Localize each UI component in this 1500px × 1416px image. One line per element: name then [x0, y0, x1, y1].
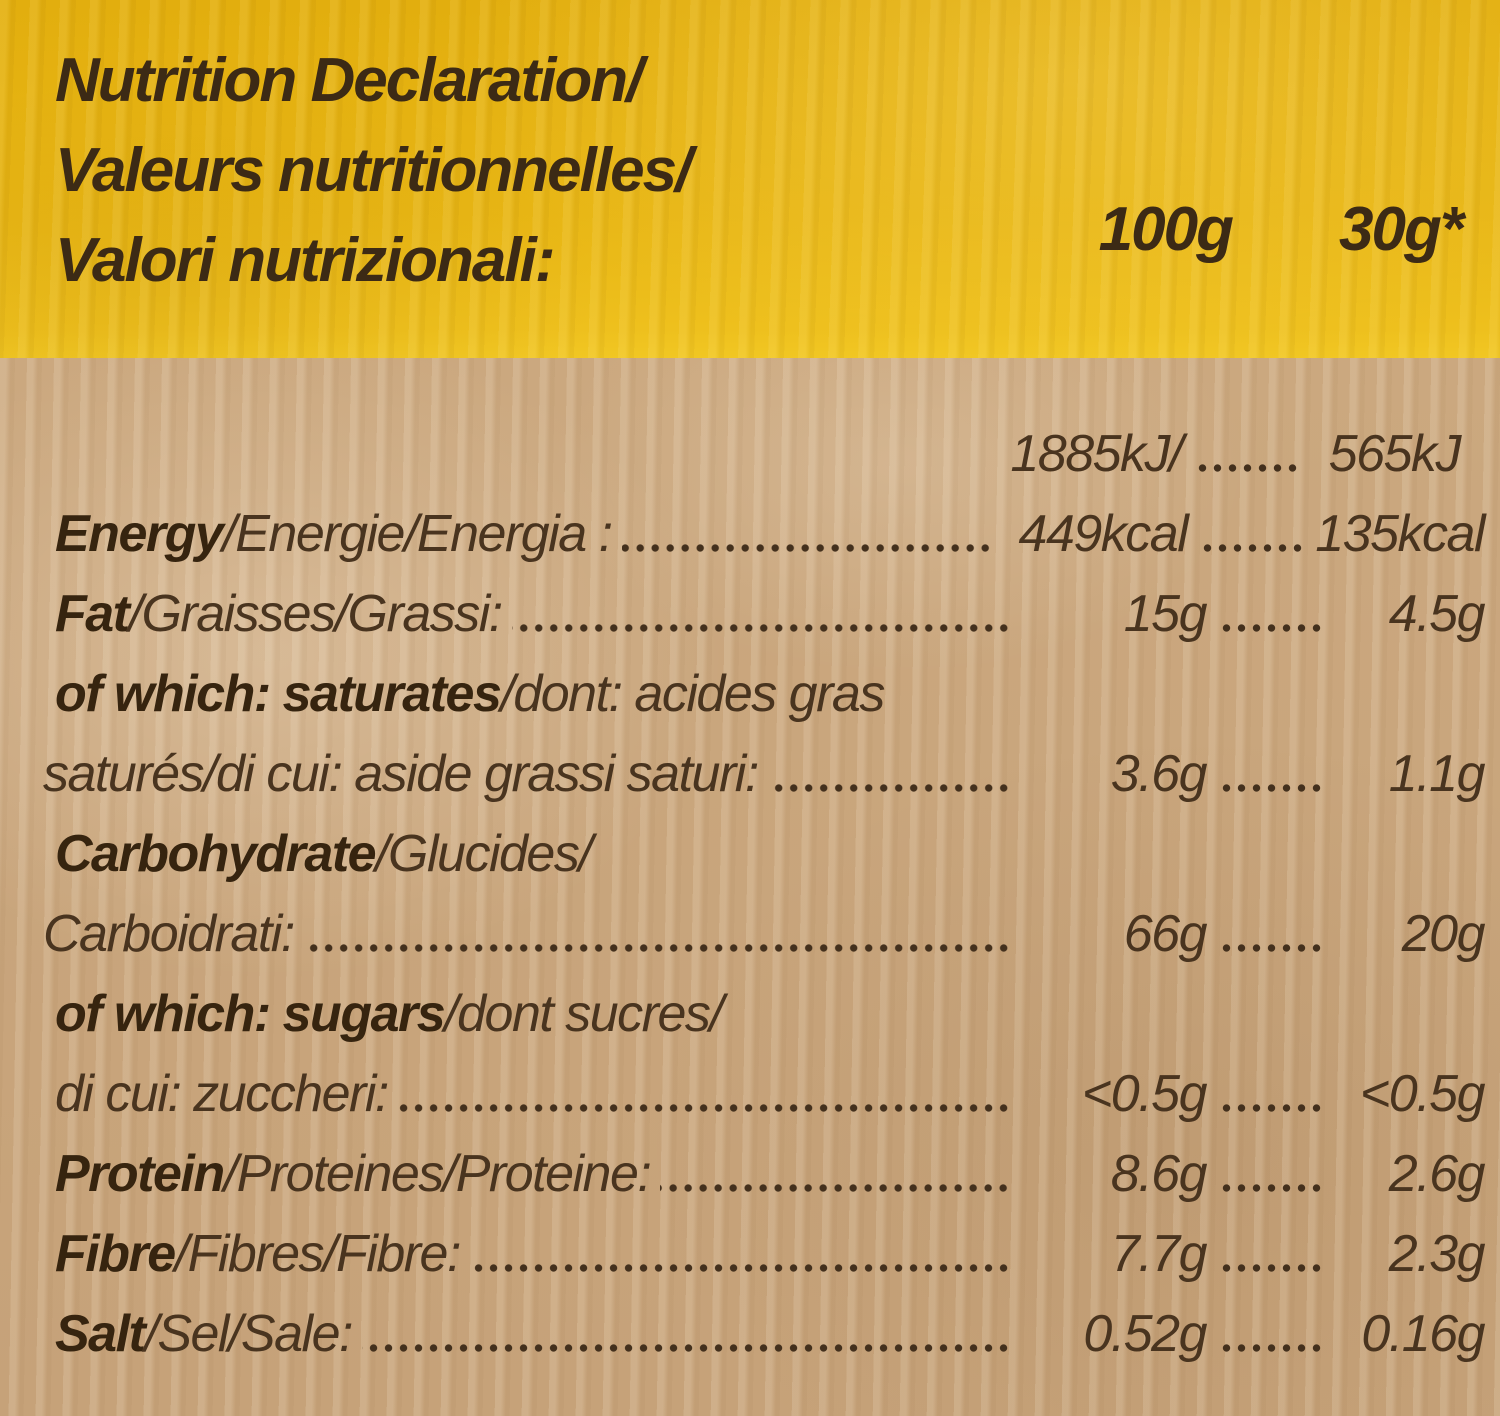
value-per-30g: 565kJ	[1328, 425, 1462, 484]
dot-leader	[767, 782, 1011, 794]
row-label: Fibre/Fibres/Fibre:	[55, 1225, 462, 1284]
row-label: of which: saturates/dont: acides gras	[55, 665, 885, 724]
row-sugars-line1: of which: sugars/dont sucres/	[55, 962, 1484, 1042]
row-energy-kcal: Energy/Energie/Energia : 449kcal 135kcal	[55, 482, 1485, 564]
label-title: Nutrition Declaration/ Valeurs nutrition…	[55, 36, 692, 306]
row-label-bold: Fat	[55, 585, 130, 644]
column-header-per-100g: 100g	[1098, 195, 1234, 264]
row-label-rest: /dont sucres/	[444, 985, 724, 1044]
row-protein: Protein/Proteines/Proteine: 8.6g 2.6g	[55, 1122, 1486, 1204]
row-label: Fat/Graisses/Grassi:	[55, 585, 504, 644]
row-label-bold: Energy	[55, 505, 224, 564]
row-label: Carboidrati:	[43, 905, 295, 964]
row-label: Salt/Sel/Sale:	[55, 1305, 353, 1364]
value-per-30g: 2.3g	[1388, 1225, 1486, 1284]
row-label-rest: /dont: acides gras	[500, 665, 885, 724]
dot-leader	[1192, 462, 1300, 474]
row-label-rest: /Energie/Energia :	[222, 505, 613, 564]
dot-leader	[397, 1102, 1011, 1114]
header-band: Nutrition Declaration/ Valeurs nutrition…	[0, 0, 1500, 358]
row-label-rest: Carboidrati:	[43, 905, 295, 964]
row-carbohydrate-line2: Carboidrati: 66g 20g	[43, 882, 1486, 964]
row-label-rest: di cui: zuccheri:	[55, 1065, 389, 1124]
dot-leader	[1216, 782, 1324, 794]
row-label-bold: of which: sugars	[55, 985, 446, 1044]
value-per-100g: <0.5g	[1081, 1065, 1208, 1124]
row-label: di cui: zuccheri:	[55, 1065, 389, 1124]
value-per-100g: 1885kJ/	[1010, 425, 1183, 484]
value-per-30g: <0.5g	[1359, 1065, 1486, 1124]
row-label-rest: /Fibres/Fibre:	[174, 1225, 462, 1284]
row-label-rest: /Glucides/	[375, 825, 593, 884]
value-per-100g: 7.7g	[1110, 1225, 1208, 1284]
row-label: of which: sugars/dont sucres/	[55, 985, 724, 1044]
value-per-100g: 66g	[1123, 905, 1208, 964]
dot-leader	[621, 542, 993, 554]
value-per-100g: 449kcal	[1018, 505, 1189, 564]
dot-leader	[1216, 1102, 1324, 1114]
row-label-bold: Carbohydrate	[55, 825, 377, 884]
row-label-bold: Protein	[55, 1145, 225, 1204]
dot-leader	[1216, 622, 1324, 634]
dot-leader	[511, 622, 1011, 634]
nutrition-table: 1885kJ/ 565kJ Energy/Energie/Energia : 4…	[0, 358, 1500, 1416]
dot-leader	[1216, 1182, 1324, 1194]
dot-leader	[1197, 542, 1306, 554]
title-line-french: Valeurs nutritionnelles/	[55, 135, 692, 205]
row-label-bold: Fibre	[55, 1225, 176, 1284]
row-saturates-line2: saturés/di cui: aside grassi saturi: 3.6…	[43, 722, 1486, 804]
title-line-english: Nutrition Declaration/	[55, 46, 643, 115]
row-fat: Fat/Graisses/Grassi: 15g 4.5g	[55, 562, 1486, 644]
dot-leader	[361, 1342, 1011, 1354]
dot-leader	[1216, 942, 1324, 954]
row-label-rest: /Proteines/Proteine:	[223, 1145, 652, 1204]
row-salt: Salt/Sel/Sale: 0.52g 0.16g	[55, 1282, 1486, 1364]
dot-leader	[303, 942, 1011, 954]
row-saturates-line1: of which: saturates/dont: acides gras	[55, 642, 1484, 722]
value-per-30g: 4.5g	[1388, 585, 1486, 644]
row-fibre: Fibre/Fibres/Fibre: 7.7g 2.3g	[55, 1202, 1486, 1284]
row-label-bold: of which: saturates	[55, 665, 502, 724]
column-header-per-30g: 30g*	[1339, 195, 1464, 264]
title-line-italian: Valori nutrizionali:	[55, 225, 556, 295]
row-label-rest: /Sel/Sale:	[144, 1305, 353, 1364]
row-energy-kj: 1885kJ/ 565kJ	[55, 402, 1484, 482]
row-sugars-line2: di cui: zuccheri: <0.5g <0.5g	[55, 1042, 1486, 1124]
row-label: Carbohydrate/Glucides/	[55, 825, 593, 884]
row-label: Energy/Energie/Energia :	[55, 505, 613, 564]
value-per-100g: 3.6g	[1110, 745, 1208, 804]
dot-leader	[469, 1262, 1011, 1274]
value-per-30g: 135kcal	[1315, 505, 1485, 564]
row-label-rest: saturés/di cui: aside grassi saturi:	[43, 745, 759, 804]
row-label-bold: Salt	[55, 1305, 146, 1364]
value-per-30g: 1.1g	[1388, 745, 1486, 804]
row-label-rest: /Graisses/Grassi:	[128, 585, 504, 644]
dot-leader	[660, 1182, 1011, 1194]
value-per-100g: 15g	[1123, 585, 1208, 644]
dot-leader	[1216, 1342, 1324, 1354]
row-carbohydrate-line1: Carbohydrate/Glucides/	[55, 802, 1484, 882]
value-per-100g: 0.52g	[1083, 1305, 1207, 1364]
value-per-30g: 20g	[1401, 905, 1486, 964]
row-label: saturés/di cui: aside grassi saturi:	[43, 745, 759, 804]
value-per-30g: 0.16g	[1361, 1305, 1485, 1364]
value-per-100g: 8.6g	[1110, 1145, 1208, 1204]
value-per-30g: 2.6g	[1388, 1145, 1486, 1204]
dot-leader	[1216, 1262, 1324, 1274]
row-label: Protein/Proteines/Proteine:	[55, 1145, 652, 1204]
